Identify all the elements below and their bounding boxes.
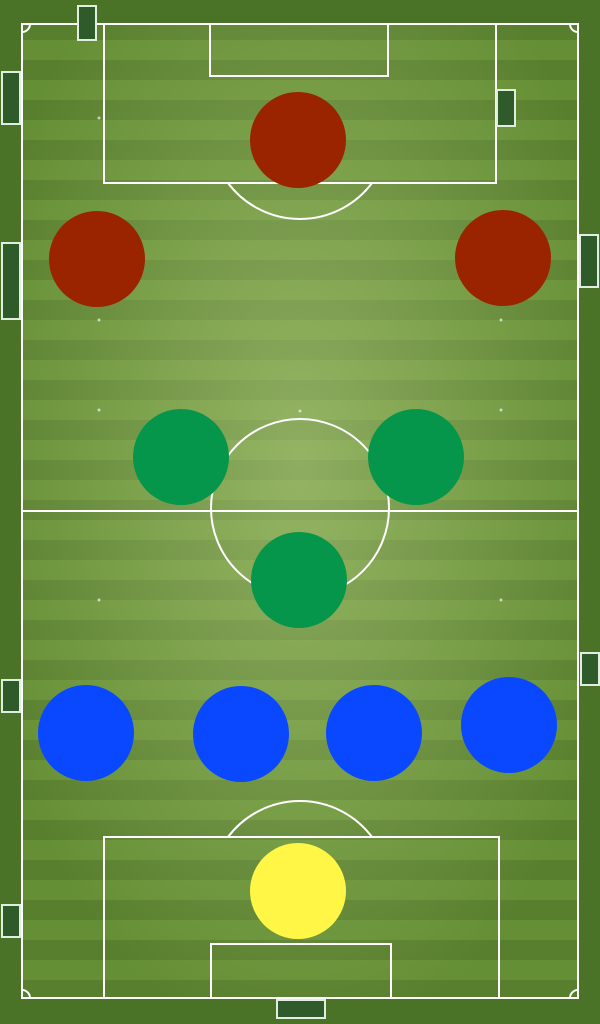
player-defender-3[interactable] [326,685,422,781]
net-left-3 [1,679,21,713]
corner-arc-bl [21,989,31,999]
player-midfielder-right[interactable] [368,409,464,505]
net-bottom [276,999,326,1019]
player-defender-4[interactable] [461,677,557,773]
corner-arc-tr [569,23,579,33]
player-goalkeeper[interactable] [250,843,346,939]
net-left-2 [1,242,21,320]
top-goal-area [209,23,389,77]
corner-arc-br [569,989,579,999]
net-right-3 [580,652,600,686]
player-midfielder-left[interactable] [133,409,229,505]
player-midfielder-center[interactable] [251,532,347,628]
corner-arc-tl [21,23,31,33]
player-defender-1[interactable] [38,685,134,781]
net-right-2 [579,234,599,288]
net-left-1 [1,71,21,125]
bottom-goal-area [210,943,392,999]
net-right-1 [496,89,516,127]
bottom-penalty-arc [227,800,373,838]
player-forward-left[interactable] [49,211,145,307]
player-defender-2[interactable] [193,686,289,782]
net-left-4 [1,904,21,938]
player-forward-center[interactable] [250,92,346,188]
top-penalty-arc [227,182,373,220]
player-forward-right[interactable] [455,210,551,306]
net-top-left [77,5,97,41]
